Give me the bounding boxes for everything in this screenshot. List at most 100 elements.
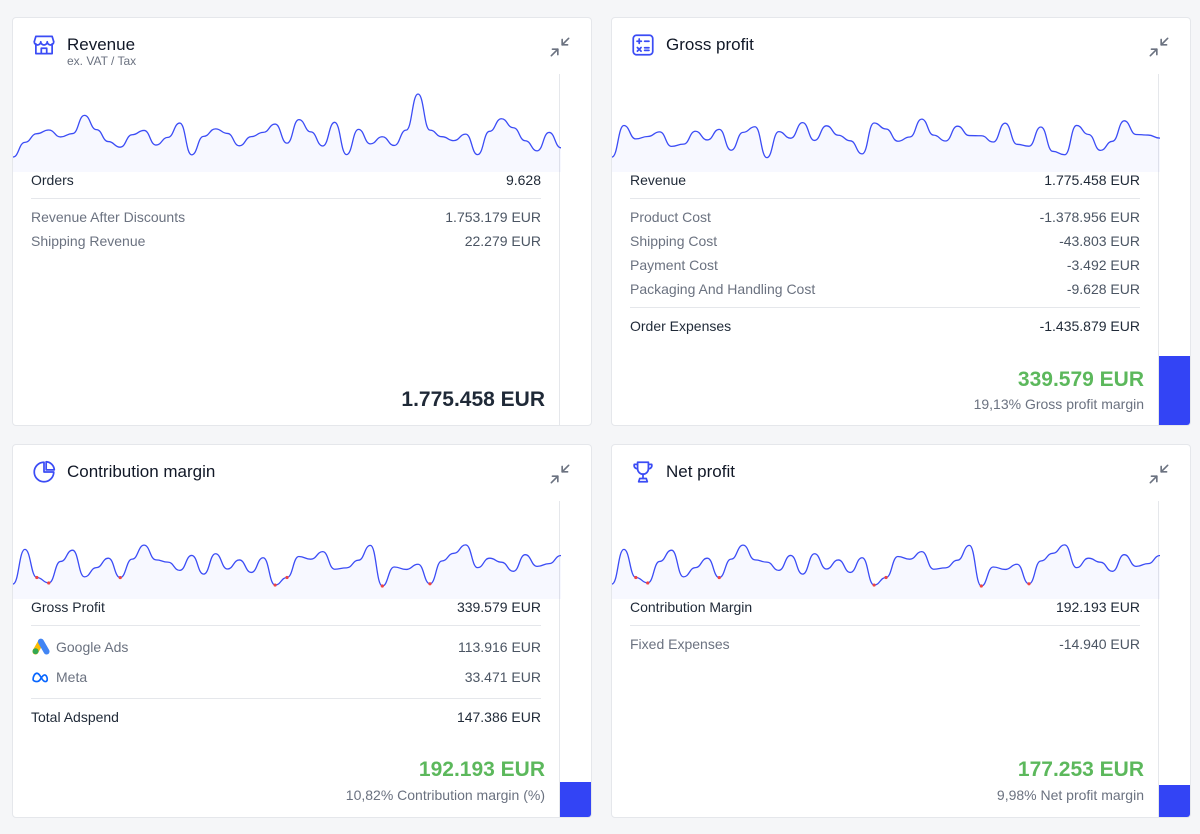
- divider-line: [1158, 501, 1159, 817]
- row-label: Payment Cost: [630, 257, 718, 273]
- gross-profit-sparkline: [612, 118, 1160, 172]
- row-label: Revenue: [630, 172, 687, 188]
- divider-line: [1158, 74, 1159, 425]
- row-value: -43.803 EUR: [1059, 233, 1140, 249]
- row-label: Google Ads: [31, 637, 128, 657]
- row-label: Revenue After Discounts: [31, 209, 186, 225]
- negative-point: [1027, 582, 1031, 586]
- table-row: Gross Profit 339.579 EUR: [31, 595, 541, 619]
- negative-point: [634, 575, 638, 580]
- collapse-arrows-icon[interactable]: [1146, 34, 1172, 60]
- row-value: -14.940 EUR: [1059, 636, 1140, 652]
- sparkline-area: [612, 544, 1160, 599]
- row-label: Contribution Margin: [630, 599, 753, 615]
- contribution-margin-card: Contribution margin Gross Profit 339.579 …: [12, 444, 592, 818]
- row-value: 9.628: [505, 172, 541, 188]
- table-row: Contribution Margin 192.193 EUR: [630, 595, 1140, 619]
- table-row: Total Adspend 147.386 EUR: [31, 705, 541, 729]
- row-label: Total Adspend: [31, 709, 119, 725]
- gross-profit-header: Gross profit: [630, 32, 754, 58]
- row-value: 147.386 EUR: [456, 709, 541, 725]
- collapse-arrows-icon[interactable]: [1146, 461, 1172, 487]
- margin-bar: [1159, 356, 1190, 425]
- row-label: Meta: [31, 667, 87, 687]
- card-title: Net profit: [666, 462, 735, 481]
- row-value: -1.435.879 EUR: [1039, 318, 1140, 334]
- table-row: Order Expenses -1.435.879 EUR: [630, 314, 1140, 338]
- row-value: -1.378.956 EUR: [1039, 209, 1140, 225]
- negative-point: [273, 583, 277, 587]
- net-profit-sparkline: [612, 544, 1160, 599]
- card-title: Gross profit: [666, 35, 754, 54]
- row-value: 33.471 EUR: [464, 669, 541, 685]
- row-value: -3.492 EUR: [1066, 257, 1140, 273]
- row-label: Order Expenses: [630, 318, 732, 334]
- contribution-margin-sparkline: [13, 544, 561, 599]
- negative-point: [646, 581, 650, 585]
- net-profit-breakdown: Contribution Margin 192.193 EUR Fixed Exp…: [630, 595, 1140, 656]
- table-row: Product Cost -1.378.956 EUR: [630, 205, 1140, 229]
- row-label: Packaging And Handling Cost: [630, 281, 816, 297]
- total-value: 177.253 EUR: [1017, 758, 1144, 781]
- revenue-breakdown: Orders 9.628 Revenue After Discounts 1.753…: [31, 168, 541, 253]
- table-row: Revenue After Discounts 1.753.179 EUR: [31, 205, 541, 229]
- negative-point: [717, 575, 721, 580]
- divider-line: [559, 501, 560, 817]
- revenue-header: Revenue ex. VAT / Tax: [31, 32, 136, 68]
- gross-profit-card: Gross profit Revenue 1.775.458 EUR Produc…: [611, 17, 1191, 426]
- row-label: Fixed Expenses: [630, 636, 730, 652]
- revenue-card: Revenue ex. VAT / Tax Orders 9.628 Revenu…: [12, 17, 592, 426]
- collapse-arrows-icon[interactable]: [547, 461, 573, 487]
- row-divider: [630, 307, 1140, 308]
- table-row: Meta 33.471 EUR: [31, 662, 541, 692]
- row-label-text: Google Ads: [56, 639, 129, 655]
- storefront-icon: [31, 32, 57, 58]
- negative-point: [118, 575, 122, 580]
- card-title: Contribution margin: [67, 462, 216, 481]
- net-profit-header: Net profit: [630, 459, 735, 485]
- row-value: 1.753.179 EUR: [445, 209, 541, 225]
- card-subtitle: ex. VAT / Tax: [67, 54, 137, 68]
- sparkline-area: [13, 94, 561, 172]
- meta-icon: [32, 672, 49, 683]
- row-divider: [31, 698, 541, 699]
- row-label: Orders: [31, 172, 74, 188]
- negative-point: [428, 582, 432, 586]
- trophy-icon: [630, 459, 656, 485]
- row-divider: [31, 625, 541, 626]
- collapse-arrows-icon[interactable]: [547, 34, 573, 60]
- calculator-icon: [630, 32, 656, 58]
- negative-point: [47, 581, 51, 585]
- row-label: Shipping Revenue: [31, 233, 146, 249]
- table-row: Shipping Cost -43.803 EUR: [630, 229, 1140, 253]
- row-value: 192.193 EUR: [1055, 599, 1140, 615]
- table-row: Revenue 1.775.458 EUR: [630, 168, 1140, 192]
- sparkline-line: [13, 93, 561, 158]
- row-label: Shipping Cost: [630, 233, 718, 249]
- table-row: Packaging And Handling Cost -9.628 EUR: [630, 277, 1140, 301]
- table-row: Google Ads 113.916 EUR: [31, 632, 541, 662]
- row-value: 113.916 EUR: [457, 639, 541, 655]
- negative-point: [872, 583, 876, 587]
- revenue-sparkline: [13, 93, 561, 172]
- sparkline-line: [612, 118, 1160, 159]
- row-value: 339.579 EUR: [456, 599, 541, 615]
- row-divider: [630, 198, 1140, 199]
- row-label-text: Meta: [56, 669, 88, 685]
- pie-chart-icon: [31, 459, 57, 485]
- row-divider: [630, 625, 1140, 626]
- row-value: -9.628 EUR: [1066, 281, 1140, 297]
- table-row: Payment Cost -3.492 EUR: [630, 253, 1140, 277]
- contribution-margin-breakdown: Gross Profit 339.579 EUR Google Ads 113.9…: [31, 595, 541, 729]
- total-value: 192.193 EUR: [418, 758, 545, 781]
- negative-point: [884, 575, 888, 580]
- row-divider: [31, 198, 541, 199]
- negative-point: [979, 584, 983, 588]
- sparkline-area: [13, 544, 561, 599]
- table-row: Shipping Revenue 22.279 EUR: [31, 229, 541, 253]
- row-label: Product Cost: [630, 209, 711, 225]
- negative-point: [285, 575, 289, 580]
- margin-bar: [560, 782, 591, 817]
- table-row: Orders 9.628: [31, 168, 541, 192]
- margin-caption: 19,13% Gross profit margin: [973, 396, 1144, 412]
